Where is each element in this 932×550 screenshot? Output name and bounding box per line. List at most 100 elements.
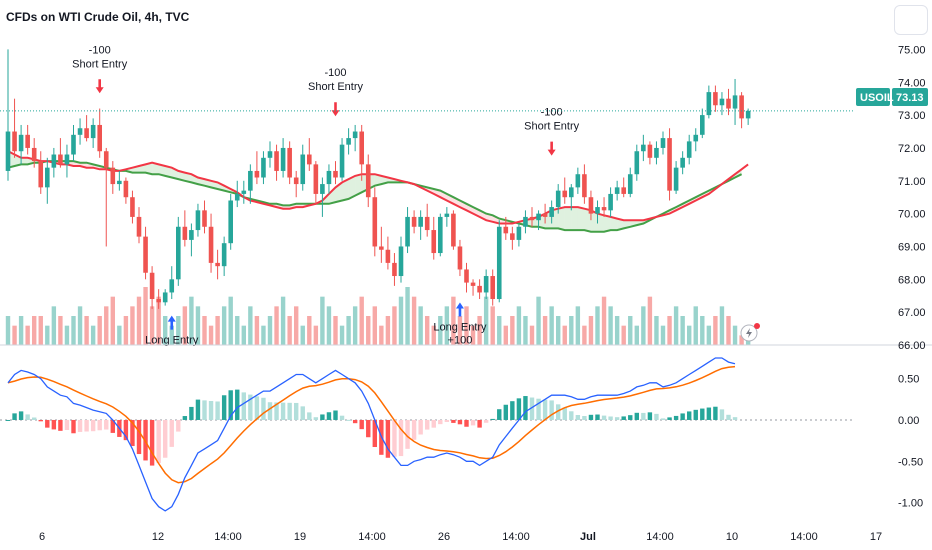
volume-bar [110, 296, 115, 345]
volume-bar [398, 296, 404, 345]
volume-bar [372, 306, 377, 345]
volume-bar [673, 306, 679, 345]
candle-body [326, 170, 332, 185]
candle-body [464, 269, 469, 283]
macd-histogram-bar [719, 409, 725, 420]
candle-body [143, 236, 148, 273]
volume-bar [254, 316, 260, 345]
candle-body [234, 193, 240, 201]
macd-histogram-bar [18, 411, 24, 420]
volume-bar [326, 306, 332, 345]
annotation-label: -100 [541, 107, 563, 119]
candle-body [169, 279, 175, 293]
volume-bar [438, 316, 443, 345]
candle-body [477, 285, 482, 293]
volume-bar [719, 306, 725, 345]
volume-bar [12, 325, 17, 345]
macd-histogram-bar [202, 400, 207, 420]
candle-body [18, 134, 24, 152]
time-axis[interactable]: 6 12 14:00 19 14:00 26 14:00 Jul 14:00 10 14:00 17 [39, 531, 882, 543]
volume-bar [601, 296, 607, 345]
candle-body [438, 216, 443, 254]
macd-histogram-bar [562, 407, 567, 420]
candle-body [745, 110, 751, 119]
candle-body [634, 151, 640, 175]
candle-body [660, 138, 666, 148]
volume-bar [680, 316, 685, 345]
candle-body [149, 272, 155, 300]
volume-bar [294, 306, 299, 345]
candle-body [490, 276, 495, 300]
macd-histogram-bar [326, 412, 332, 420]
ma-cloud-segment [184, 172, 192, 183]
moving-averages [7, 150, 749, 233]
macd-histogram-bar [549, 400, 554, 420]
candle-body [529, 216, 535, 221]
candle-body [451, 213, 456, 247]
time-tick-label: 14:00 [646, 531, 674, 543]
macd-histogram-bar [700, 408, 705, 420]
candle-body [176, 226, 181, 280]
candle-body [601, 207, 607, 211]
macd-histogram-bar [123, 419, 129, 441]
volume-bar [366, 316, 371, 345]
macd-histogram-bar [582, 415, 587, 420]
macd-histogram-bar [614, 417, 620, 420]
volume-bar [189, 296, 194, 345]
macd-histogram-bar [575, 415, 581, 420]
macd-histogram-bar [12, 413, 17, 420]
candle-body [582, 174, 587, 198]
volume-bar [732, 325, 738, 345]
ma-cloud-segment [617, 218, 624, 231]
candle-body [274, 151, 279, 171]
macd-histogram-bar [254, 396, 260, 420]
volume-bar [208, 325, 214, 345]
price-badge-value: 73.13 [896, 92, 924, 104]
candle-body [136, 216, 142, 237]
candle-body [261, 157, 266, 178]
candle-body [608, 193, 613, 211]
volume-bar [333, 316, 338, 345]
macd-histogram-bar [71, 419, 76, 434]
macd-histogram-bar [647, 412, 653, 420]
price-badge[interactable]: USOIL 73.13 [856, 88, 928, 106]
candle-body [457, 246, 463, 270]
settings-button[interactable] [894, 5, 928, 35]
time-tick-label: 17 [870, 531, 882, 543]
price-axis[interactable]: 75.00 74.00 73.00 72.00 71.00 70.00 69.00 68.00… [898, 44, 926, 509]
candle-body [542, 213, 548, 217]
candle-body [110, 167, 116, 185]
macd-histogram-bar [352, 419, 358, 424]
macd-histogram-bar [77, 419, 83, 432]
macd-histogram-bar [392, 419, 397, 457]
candle-body [182, 226, 188, 240]
volume-bar [464, 306, 469, 345]
volume-bar [136, 296, 142, 345]
strategy-annotations: -100 Short Entry Long Entry -100 Short Entry… [72, 44, 579, 346]
lightning-icon[interactable] [740, 323, 760, 342]
price-tick-label: 66.00 [898, 340, 926, 352]
candle-body [588, 197, 594, 214]
macd-histogram-bar [84, 419, 89, 432]
macd-histogram-bar [680, 413, 685, 420]
candle-body [365, 164, 371, 198]
macd-histogram-bar [451, 419, 456, 423]
candle-body [84, 128, 89, 139]
macd-histogram-bar [110, 419, 115, 433]
time-tick-label: 26 [438, 531, 450, 543]
macd-histogram-bar [58, 419, 63, 431]
time-tick-label: 6 [39, 531, 45, 543]
volume-bar [634, 325, 639, 345]
candle-body [287, 147, 292, 178]
macd-histogram-bar [346, 419, 351, 421]
candlesticks[interactable] [5, 49, 751, 309]
volume-bar [483, 296, 489, 345]
macd-histogram-bar [529, 397, 535, 420]
volume-bar [97, 316, 102, 345]
macd-histogram-bar [136, 419, 142, 455]
candle-body [562, 190, 568, 198]
ma-cloud-segment [446, 193, 454, 204]
macd-histogram-bar [673, 415, 679, 420]
macd-histogram-bar [503, 404, 508, 420]
